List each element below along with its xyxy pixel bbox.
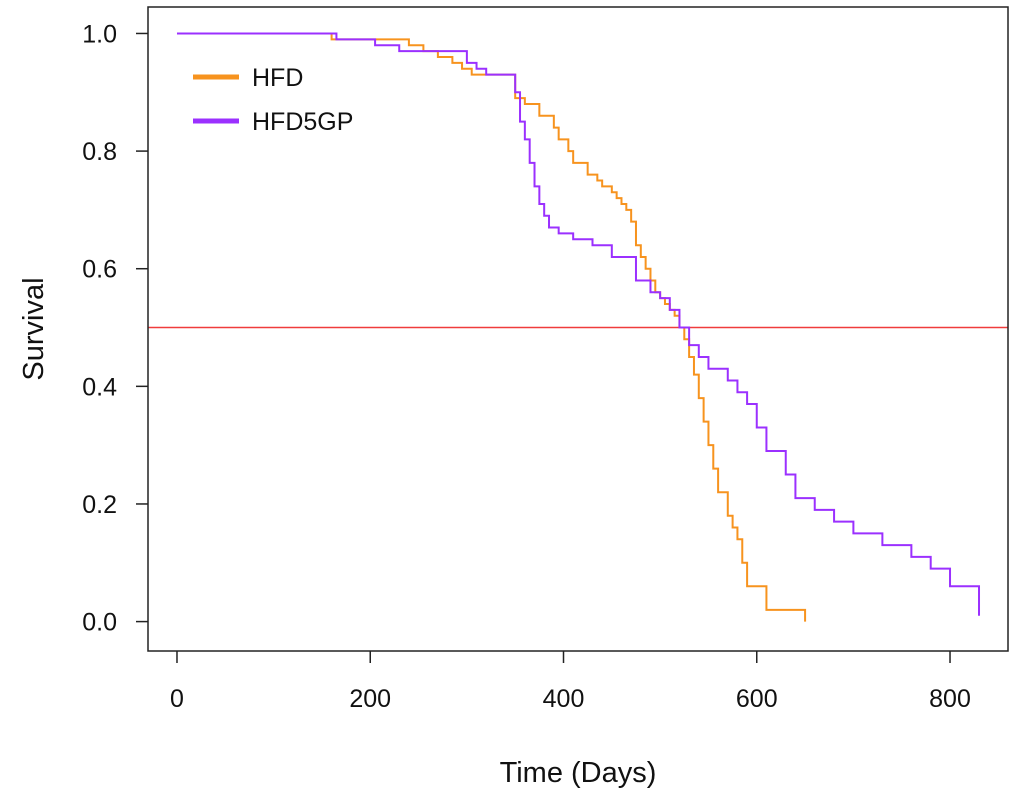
- y-tick-label: 0.8: [82, 138, 117, 166]
- x-tick-label: 600: [736, 685, 778, 713]
- y-tick-label: 0.2: [82, 491, 117, 519]
- legend: HFD HFD5GP: [193, 64, 353, 136]
- plot-lines: [148, 32, 1008, 622]
- y-tick-label: 1.0: [82, 20, 117, 48]
- y-axis-label: Survival: [18, 277, 50, 380]
- x-axis-label: Time (Days): [500, 757, 657, 789]
- legend-label-hfd: HFD: [252, 64, 303, 92]
- y-tick-label: 0.6: [82, 256, 117, 284]
- x-tick-label: 400: [543, 685, 585, 713]
- x-tick-label: 200: [349, 685, 391, 713]
- x-axis: 0 200 400 600 800: [170, 651, 971, 713]
- plot-frame: [147, 6, 1009, 652]
- x-tick-label: 0: [170, 685, 184, 713]
- y-axis: 0.0 0.2 0.4 0.6 0.8 1.0: [82, 20, 148, 637]
- y-tick-label: 0.4: [82, 373, 117, 401]
- legend-label-hfd5gp: HFD5GP: [252, 108, 353, 136]
- y-tick-label: 0.0: [82, 609, 117, 637]
- x-tick-label: 800: [929, 685, 971, 713]
- series-line-hfd5gp: [176, 32, 981, 616]
